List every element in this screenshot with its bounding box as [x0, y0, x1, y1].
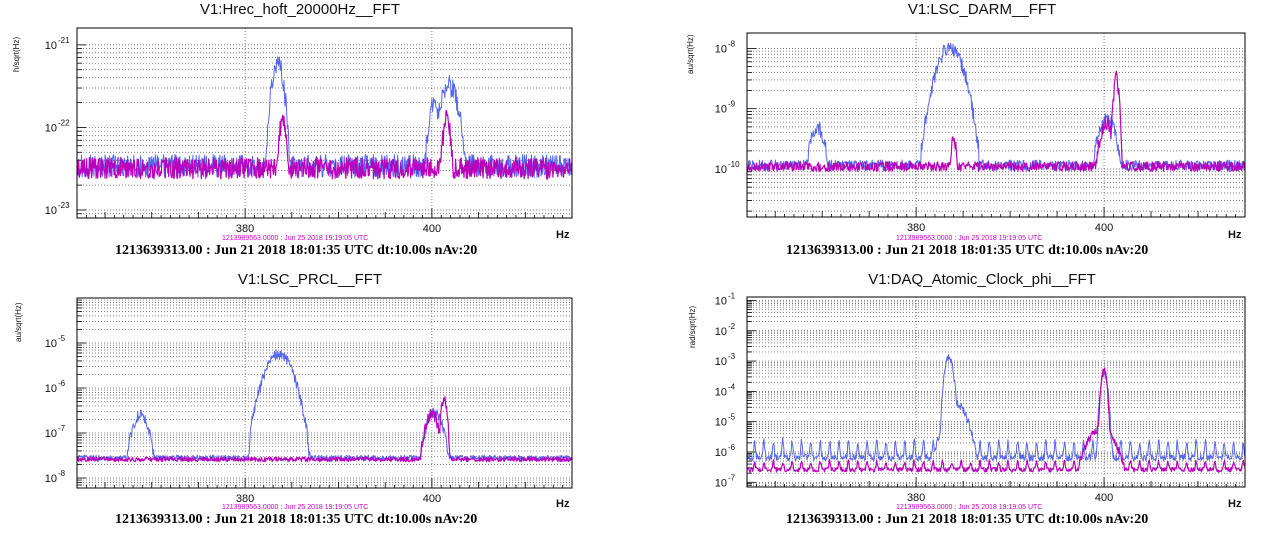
- y-tick-label: 10: [45, 338, 57, 350]
- x-axis-unit: Hz: [556, 229, 570, 241]
- x-axis-unit: Hz: [1228, 229, 1242, 241]
- x-tick-label: 380: [236, 493, 254, 505]
- series-reference-trace: [76, 109, 573, 180]
- reference-timestamp: 1213989563.0000 : Jun 25 2018 19:19:05 U…: [222, 235, 369, 242]
- y-tick-label: 10: [715, 477, 727, 489]
- y-tick-exponent: -21: [58, 36, 70, 45]
- y-tick-exponent: -4: [728, 382, 736, 391]
- grid: [747, 33, 1245, 217]
- plot-frame: [746, 32, 1246, 218]
- y-tick-exponent: -7: [728, 473, 736, 482]
- y-tick-exponent: -1: [728, 291, 736, 300]
- y-tick-label: 10: [45, 473, 57, 485]
- x-axis-unit: Hz: [1228, 498, 1242, 510]
- footer-info: 1213639313.00 : Jun 21 2018 18:01:35 UTC…: [115, 243, 478, 258]
- y-tick-label: 10: [715, 356, 727, 368]
- y-tick-label: 10: [715, 104, 727, 116]
- series-live-trace: [746, 42, 1246, 172]
- chart-panel-darm: V1:LSC_DARM__FFT au/sqrt(Hz) 380 400 10 -8 1…: [672, 0, 1246, 262]
- series-live-trace: [76, 56, 573, 179]
- x-tick-label: 380: [907, 222, 925, 234]
- y-tick-label: 10: [45, 383, 57, 395]
- y-tick-exponent: -22: [58, 118, 70, 127]
- y-tick-label: 10: [45, 122, 57, 134]
- y-tick-label: 10: [45, 428, 57, 440]
- reference-timestamp: 1213989563.0000 : Jun 25 2018 19:19:05 U…: [896, 504, 1043, 511]
- x-tick-label: 400: [423, 493, 441, 505]
- y-tick-label: 10: [715, 295, 727, 307]
- reference-timestamp: 1213989563.0000 : Jun 25 2018 19:19:05 U…: [896, 235, 1043, 242]
- footer-info: 1213639313.00 : Jun 21 2018 18:01:35 UTC…: [115, 512, 478, 527]
- y-tick-label: 10: [715, 326, 727, 338]
- x-tick-label: 380: [236, 223, 254, 235]
- series-reference-trace: [746, 367, 1246, 473]
- y-tick-exponent: -6: [58, 379, 66, 388]
- grid: [747, 297, 1245, 488]
- y-tick-exponent: -2: [728, 322, 736, 331]
- plot-frame: [76, 27, 573, 219]
- y-tick-exponent: -9: [728, 100, 736, 109]
- y-tick-label: 10: [715, 386, 727, 398]
- y-tick-label: 10: [715, 417, 727, 429]
- y-tick-exponent: -8: [728, 39, 736, 48]
- y-tick-label: 10: [45, 205, 57, 217]
- chart-panel-atomic-clock: V1:DAQ_Atomic_Clock_phi__FFT rad/sqrt(Hz…: [672, 270, 1246, 532]
- series-reference-trace: [76, 396, 573, 463]
- chart-title: V1:LSC_PRCL__FFT: [237, 271, 383, 288]
- series-reference-trace: [746, 70, 1246, 172]
- y-tick-label: 10: [715, 43, 727, 55]
- footer-info: 1213639313.00 : Jun 21 2018 18:01:35 UTC…: [786, 512, 1149, 527]
- reference-timestamp: 1213989563.0000 : Jun 25 2018 19:19:05 U…: [222, 504, 369, 511]
- plot-frame: [746, 296, 1246, 488]
- x-tick-label: 400: [1095, 222, 1113, 234]
- y-tick-exponent: -3: [728, 352, 736, 361]
- x-tick-label: 400: [423, 223, 441, 235]
- y-tick-exponent: -8: [58, 469, 66, 478]
- grid: [77, 28, 572, 219]
- y-tick-label: 10: [715, 447, 727, 459]
- y-tick-exponent: -5: [728, 413, 736, 422]
- y-tick-label: 10: [45, 40, 57, 52]
- y-tick-exponent: -23: [58, 201, 70, 210]
- chart-title: V1:LSC_DARM__FFT: [907, 1, 1057, 18]
- y-tick-exponent: -7: [58, 424, 66, 433]
- series-live-trace: [746, 354, 1246, 462]
- y-tick-exponent: -6: [728, 443, 736, 452]
- y-tick-exponent: -5: [58, 334, 66, 343]
- chart-title: V1:Hrec_hoft_20000Hz__FFT: [199, 1, 401, 18]
- x-tick-label: 380: [907, 492, 925, 504]
- chart-title: V1:DAQ_Atomic_Clock_phi__FFT: [868, 271, 1096, 288]
- chart-panel-prcl: V1:LSC_PRCL__FFT au/sqrt(Hz) 380 400 10 -5 1…: [0, 270, 573, 532]
- footer-info: 1213639313.00 : Jun 21 2018 18:01:35 UTC…: [786, 243, 1149, 258]
- plot-frame: [76, 297, 573, 489]
- chart-panel-hrec: V1:Hrec_hoft_20000Hz__FFT h/sqrt(Hz) 380…: [0, 0, 573, 262]
- x-axis-unit: Hz: [556, 498, 570, 510]
- y-tick-exponent: -10: [728, 160, 740, 169]
- x-tick-label: 400: [1095, 492, 1113, 504]
- y-tick-label: 10: [715, 164, 727, 176]
